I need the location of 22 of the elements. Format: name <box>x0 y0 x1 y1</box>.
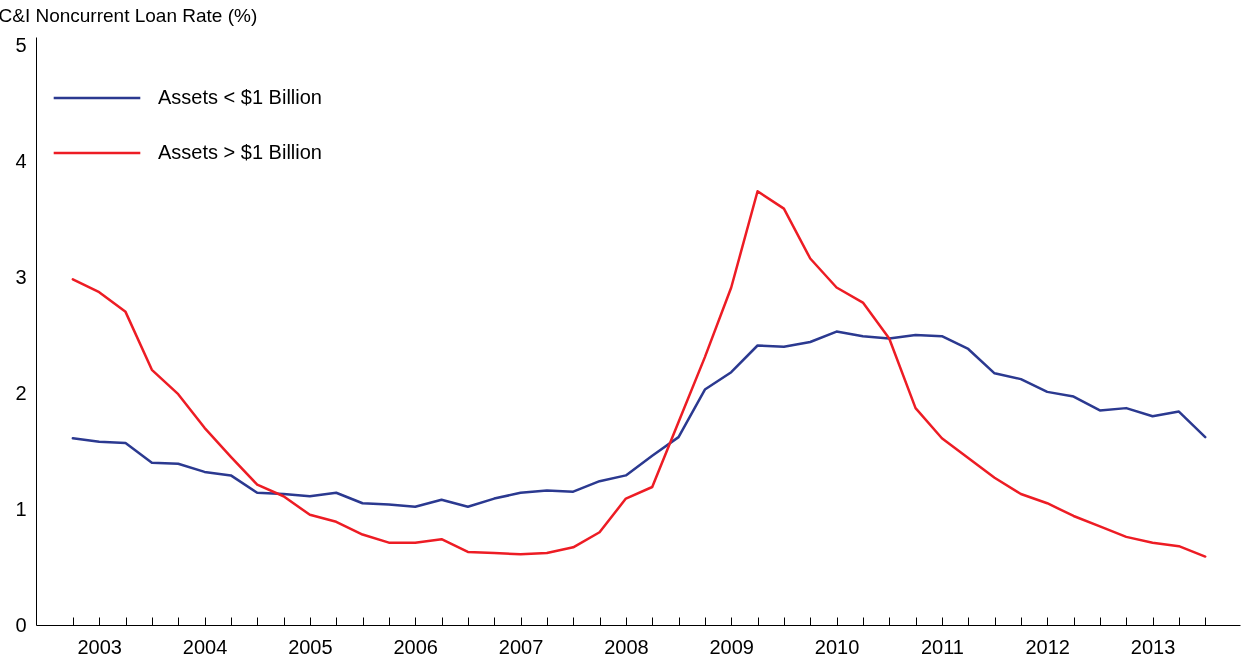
y-tick-label: 1 <box>15 497 27 520</box>
y-tick-label: 2 <box>15 381 27 404</box>
x-tick-label: 2004 <box>182 635 228 658</box>
y-tick-label: 5 <box>15 33 27 56</box>
y-tick-label: 4 <box>15 149 27 172</box>
x-tick-label: 2011 <box>920 635 964 658</box>
y-tick-label: 0 <box>15 613 27 636</box>
x-tick-label: 2007 <box>498 635 544 658</box>
x-tick-label: 2009 <box>709 635 754 658</box>
y-tick-label: 3 <box>15 265 27 288</box>
y-axis-title: C&I Noncurrent Loan Rate (%) <box>0 4 258 26</box>
legend-label: Assets < $1 Billion <box>158 86 322 108</box>
x-tick-label: 2010 <box>814 635 860 658</box>
x-tick-label: 2005 <box>288 635 333 658</box>
line-series <box>71 190 1207 558</box>
x-tick-label: 2006 <box>393 635 438 658</box>
legend-label: Assets > $1 Billion <box>158 141 322 163</box>
x-tick-label: 2008 <box>604 635 649 658</box>
x-tick-label: 2003 <box>77 635 122 658</box>
x-tick-label: 2013 <box>1130 635 1176 658</box>
line-series <box>71 330 1207 508</box>
x-tick-label: 2012 <box>1025 635 1070 658</box>
